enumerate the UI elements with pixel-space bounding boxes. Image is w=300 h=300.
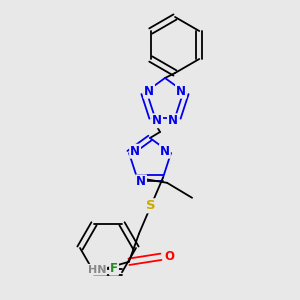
Text: F: F [110,262,118,275]
Text: O: O [164,250,174,263]
Text: N: N [168,114,178,127]
Text: N: N [144,85,154,98]
Text: N: N [152,114,162,127]
Text: N: N [136,175,146,188]
Text: N: N [176,85,186,98]
Text: HN: HN [88,265,106,275]
Text: N: N [130,145,140,158]
Text: S: S [146,199,156,212]
Text: N: N [160,145,170,158]
